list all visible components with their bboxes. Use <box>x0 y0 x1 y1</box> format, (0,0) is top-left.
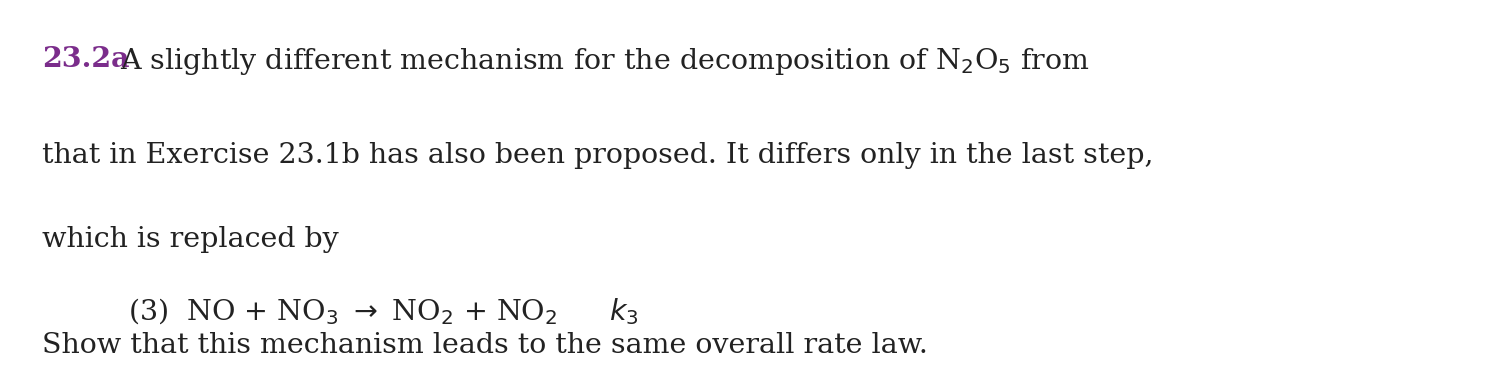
Text: which is replaced by: which is replaced by <box>42 226 338 253</box>
Text: $k_3$: $k_3$ <box>609 296 639 327</box>
Text: 23.2a: 23.2a <box>42 46 129 73</box>
Text: A slightly different mechanism for the decomposition of N$_2$O$_5$ from: A slightly different mechanism for the d… <box>120 46 1090 77</box>
Text: (3)  NO + NO$_3$ $\rightarrow$ NO$_2$ + NO$_2$: (3) NO + NO$_3$ $\rightarrow$ NO$_2$ + N… <box>128 296 558 327</box>
Text: Show that this mechanism leads to the same overall rate law.: Show that this mechanism leads to the sa… <box>42 332 927 359</box>
Text: that in Exercise 23.1b has also been proposed. It differs only in the last step,: that in Exercise 23.1b has also been pro… <box>42 142 1153 169</box>
